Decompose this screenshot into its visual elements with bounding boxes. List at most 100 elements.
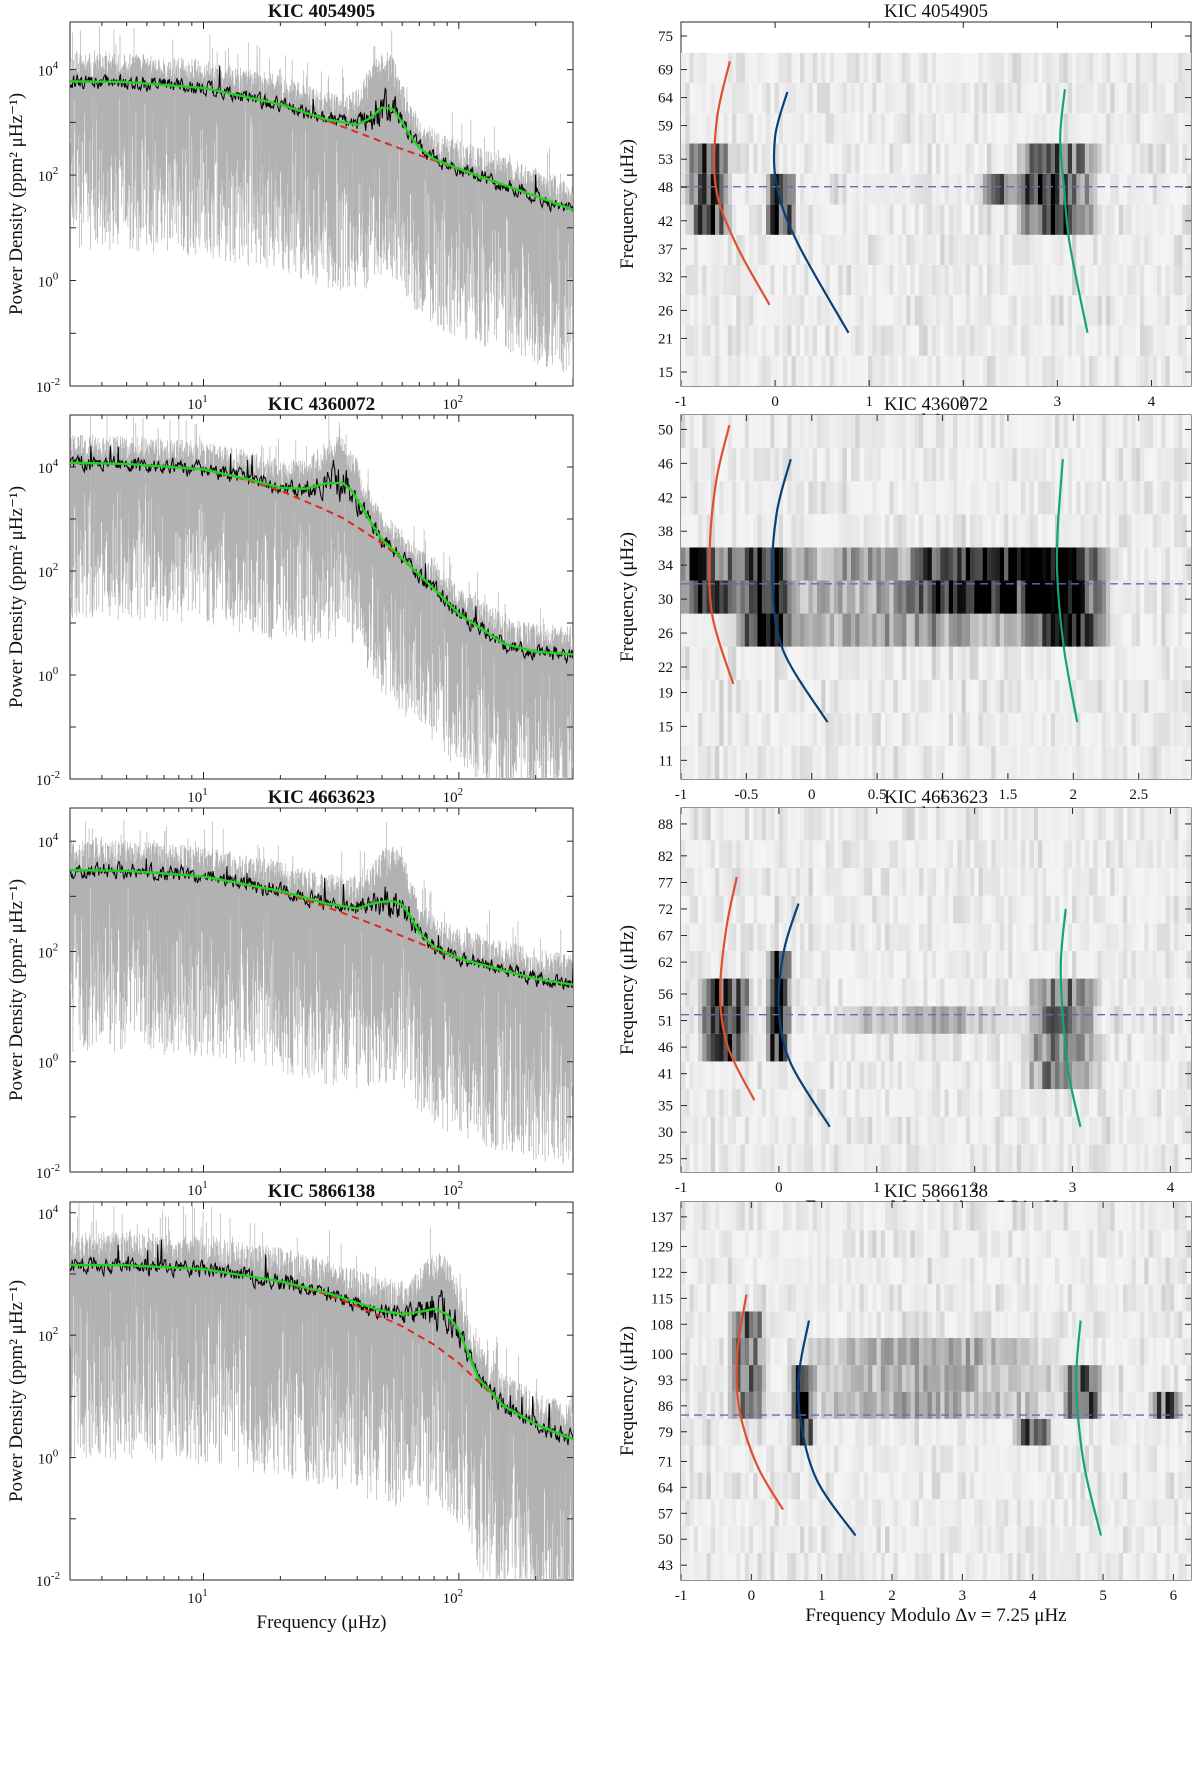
heatmap-cell: [902, 646, 907, 680]
heatmap-cell: [906, 1552, 912, 1580]
y-tick-label: 72: [658, 902, 673, 918]
heatmap-cell: [902, 712, 907, 746]
heatmap-cell: [715, 265, 720, 296]
heatmap-cell: [825, 808, 831, 841]
heatmap-cell: [1101, 978, 1107, 1007]
heatmap-cell: [1029, 895, 1035, 924]
heatmap-cell: [1012, 52, 1018, 83]
heatmap-cell: [693, 808, 699, 841]
heatmap-cell: [889, 448, 895, 482]
heatmap-cell: [872, 868, 878, 896]
total-fit-line: [70, 1263, 573, 1441]
heatmap-cell: [800, 1499, 805, 1527]
heatmap-cell: [1186, 1006, 1191, 1034]
heatmap-cell: [715, 547, 720, 581]
heatmap-cell: [1118, 580, 1124, 614]
heatmap-cell: [829, 234, 835, 265]
heatmap-cell: [1004, 415, 1009, 449]
heatmap-cell: [1148, 580, 1154, 614]
heatmap-cell: [1178, 83, 1184, 114]
heatmap-cell: [1042, 204, 1048, 235]
heatmap-cell: [991, 712, 997, 746]
heatmap-cell: [1178, 547, 1184, 581]
heatmap-cell: [706, 448, 712, 482]
heatmap-cell: [1025, 1006, 1031, 1034]
heatmap-cell: [846, 415, 852, 449]
heatmap-cell: [1029, 679, 1035, 713]
heatmap-cell: [698, 613, 703, 647]
heatmap-cell: [1161, 143, 1167, 174]
heatmap-cell: [732, 325, 737, 356]
heatmap-cell: [834, 265, 839, 296]
heatmap-cell: [706, 978, 712, 1007]
heatmap-cell: [791, 547, 797, 581]
heatmap-cell: [1046, 679, 1052, 713]
heatmap-cell: [1016, 1552, 1022, 1580]
heatmap-cell: [1076, 646, 1082, 680]
heatmap-cell: [897, 514, 903, 548]
heatmap-cell: [1152, 646, 1158, 680]
heatmap-cell: [995, 265, 1001, 296]
heatmap-cell: [1012, 646, 1018, 680]
heatmap-cell: [838, 978, 844, 1007]
heatmap-cell: [723, 679, 729, 713]
heatmap-cell: [753, 547, 759, 581]
heatmap-cell: [1182, 895, 1188, 924]
heatmap-cell: [1084, 1006, 1090, 1034]
heatmap-cell: [978, 415, 984, 449]
heatmap-cell: [1042, 481, 1048, 515]
heatmap-cell: [1114, 481, 1120, 515]
heatmap-cell: [1169, 745, 1175, 779]
heatmap-cell: [995, 481, 1001, 515]
heatmap-cell: [948, 355, 954, 386]
heatmap-cell: [859, 514, 865, 548]
heatmap-cell: [787, 1144, 793, 1172]
heatmap-cell: [1042, 415, 1048, 449]
heatmap-cell: [1008, 745, 1014, 779]
heatmap-cell: [702, 52, 708, 83]
heatmap-cell: [944, 646, 950, 680]
heatmap-cell: [749, 1089, 754, 1117]
heatmap-cell: [698, 868, 703, 896]
heatmap-cell: [1025, 808, 1031, 841]
heatmap-cell: [778, 143, 784, 174]
y-tick-label: 62: [658, 955, 673, 971]
heatmap-cell: [1106, 113, 1111, 144]
heatmap-cell: [1157, 745, 1162, 779]
heatmap-cell: [761, 173, 767, 205]
heatmap-cell: [1076, 514, 1082, 548]
heatmap-cell: [1157, 950, 1162, 979]
heatmap-cell: [868, 868, 873, 896]
heatmap-cell: [1161, 325, 1167, 356]
heatmap-cell: [749, 481, 754, 515]
heatmap-cell: [982, 1061, 988, 1090]
heatmap-cell: [902, 355, 907, 386]
heatmap-cell: [829, 1499, 835, 1527]
heatmap-cell: [1067, 745, 1073, 779]
heatmap-cell: [987, 514, 992, 548]
heatmap-cell: [876, 868, 882, 896]
heatmap-cell: [1169, 514, 1175, 548]
heatmap-cell: [1004, 514, 1009, 548]
heatmap-cell: [961, 113, 967, 144]
heatmap-cell: [817, 1061, 822, 1090]
heatmap-cell: [778, 712, 784, 746]
heatmap-cell: [1084, 514, 1090, 548]
heatmap-cell: [1157, 1061, 1162, 1090]
heatmap-cell: [1008, 1552, 1014, 1580]
heatmap-cell: [1038, 448, 1043, 482]
heatmap-cell: [868, 613, 873, 647]
heatmap-cell: [1106, 1089, 1111, 1117]
heatmap-cell: [965, 712, 971, 746]
heatmap-cell: [1025, 679, 1031, 713]
heatmap-cell: [689, 1089, 695, 1117]
heatmap-cell: [744, 646, 750, 680]
heatmap-cell: [1059, 1144, 1065, 1172]
heatmap-cell: [991, 895, 997, 924]
heatmap-cell: [1067, 613, 1073, 647]
heatmap-cell: [987, 868, 992, 896]
heatmap-cell: [698, 1499, 703, 1527]
heatmap-cell: [1182, 265, 1188, 296]
heatmap-cell: [902, 923, 907, 951]
heatmap-cell: [893, 923, 899, 951]
